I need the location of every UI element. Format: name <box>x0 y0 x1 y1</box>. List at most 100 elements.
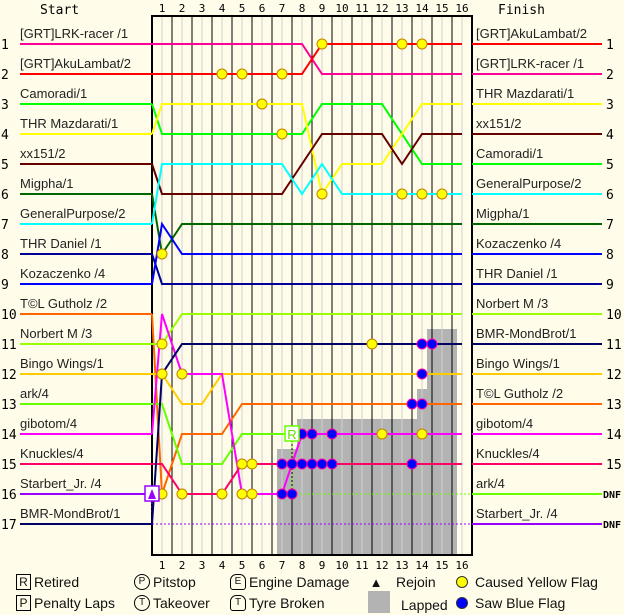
yellow-flag-marker <box>436 188 448 200</box>
lap-chart: R 11223344556677889910101111121213131414… <box>1 2 622 572</box>
finish-driver-label: T©L Gutholz /2 <box>476 386 563 401</box>
driver-line <box>151 133 462 195</box>
start-position-number: 5 <box>1 158 9 173</box>
yellow-flag-marker <box>316 38 328 50</box>
finish-position-number: 12 <box>606 368 622 383</box>
driver-line <box>152 403 292 465</box>
start-driver-label: xx151/2 <box>20 146 66 161</box>
lap-label-bottom: 6 <box>259 559 266 572</box>
finish-position-number: 14 <box>606 428 622 443</box>
retired-icon: R <box>16 574 31 590</box>
start-position-number: 4 <box>1 128 9 143</box>
lap-label-top: 11 <box>355 2 368 15</box>
finish-position-number: 7 <box>606 218 614 233</box>
lap-label-top: 2 <box>179 2 186 15</box>
lap-label-bottom: 8 <box>299 559 306 572</box>
legend-takeover: T Takeover <box>134 595 210 611</box>
finish-position-number: 4 <box>606 128 614 143</box>
driver-line <box>151 193 462 257</box>
yellow-flag-marker <box>316 188 328 200</box>
legend-tyre: T Tyre Broken <box>230 595 324 611</box>
lap-label-bottom: 9 <box>319 559 326 572</box>
blue-flag-marker <box>416 398 428 410</box>
blue-flag-marker <box>416 338 428 350</box>
lap-label-top: 14 <box>415 2 429 15</box>
driver-line <box>151 103 462 165</box>
retired-marker <box>284 425 300 442</box>
finish-position-number: 15 <box>606 458 622 473</box>
finish-driver-label: ark/4 <box>476 476 505 491</box>
blue-flag-marker <box>296 458 308 470</box>
yellow-flag-marker <box>276 128 288 140</box>
pitstop-icon <box>148 489 156 499</box>
blue-flag-icon <box>456 597 468 609</box>
start-driver-label: Kozaczenko /4 <box>20 266 105 281</box>
legend-yellow-flag: Caused Yellow Flag <box>456 574 598 590</box>
finish-label: Finish <box>498 3 545 18</box>
start-driver-label: Bingo Wings/1 <box>20 356 104 371</box>
yellow-flag-marker <box>416 428 428 440</box>
lap-label-top: 12 <box>375 2 388 15</box>
start-driver-label: Camoradi/1 <box>20 86 87 101</box>
start-driver-label: gibotom/4 <box>20 416 77 431</box>
legend-blue-flag: Saw Blue Flag <box>456 595 565 611</box>
start-driver-label: Starbert_Jr. /4 <box>20 476 102 491</box>
yellow-flag-marker <box>156 248 168 260</box>
start-position-number: 13 <box>1 398 17 413</box>
start-driver-label: Migpha/1 <box>20 176 73 191</box>
yellow-flag-marker <box>396 188 408 200</box>
yellow-flag-marker <box>396 38 408 50</box>
start-driver-label: BMR-MondBrot/1 <box>20 506 120 521</box>
finish-driver-label: Knuckles/4 <box>476 446 540 461</box>
lap-label-top: 6 <box>259 2 266 15</box>
lapped-region <box>297 419 417 555</box>
start-label: Start <box>40 3 79 18</box>
lap-label-top: 9 <box>319 2 326 15</box>
legend-penalty: P Penalty Laps <box>16 595 115 611</box>
finish-position-number: 5 <box>606 158 614 173</box>
finish-position-number: 1 <box>606 38 614 53</box>
driver-line <box>151 103 462 197</box>
finish-position-number: DNF <box>603 520 621 531</box>
lap-label-bottom: 13 <box>395 559 408 572</box>
lap-label-bottom: 3 <box>199 559 206 572</box>
lap-label-top: 1 <box>159 2 166 15</box>
start-driver-label: [GRT]AkuLambat/2 <box>20 56 131 71</box>
finish-driver-label: Bingo Wings/1 <box>476 356 560 371</box>
lap-label-bottom: 15 <box>435 559 448 572</box>
start-driver-label: [GRT]LRK-racer /1 <box>20 26 128 41</box>
yellow-flag-marker <box>366 338 378 350</box>
start-position-number: 6 <box>1 188 9 203</box>
start-position-number: 8 <box>1 248 9 263</box>
finish-driver-label: Norbert M /3 <box>476 296 548 311</box>
legend-label: Takeover <box>153 595 210 611</box>
lap-label-bottom: 2 <box>179 559 186 572</box>
finish-driver-label: Migpha/1 <box>476 206 529 221</box>
start-position-number: 10 <box>1 308 17 323</box>
flag-markers: R <box>144 38 448 502</box>
legend-label: Retired <box>34 574 80 590</box>
lap-label-top: 7 <box>279 2 286 15</box>
yellow-flag-marker <box>176 488 188 500</box>
retired-marker-label: R <box>287 427 296 442</box>
driver-line <box>152 43 462 75</box>
legend-lapped: Lapped <box>368 591 448 613</box>
lap-label-bottom: 16 <box>455 559 468 572</box>
yellow-flag-marker <box>416 38 428 50</box>
yellow-flag-marker <box>236 68 248 80</box>
yellow-flag-marker <box>416 188 428 200</box>
start-position-number: 16 <box>1 488 17 503</box>
blue-flag-marker <box>286 488 298 500</box>
blue-flag-marker <box>406 458 418 470</box>
blue-flag-marker <box>316 458 328 470</box>
blue-flag-marker <box>326 458 338 470</box>
start-position-number: 7 <box>1 218 9 233</box>
legend-label: Lapped <box>401 597 448 613</box>
yellow-flag-marker <box>216 68 228 80</box>
finish-position-number: 10 <box>606 308 622 323</box>
blue-flag-marker <box>286 458 298 470</box>
finish-driver-label: Kozaczenko /4 <box>476 236 561 251</box>
finish-driver-label: Starbert_Jr. /4 <box>476 506 558 521</box>
start-position-number: 11 <box>1 338 17 353</box>
finish-position-number: 8 <box>606 248 614 263</box>
